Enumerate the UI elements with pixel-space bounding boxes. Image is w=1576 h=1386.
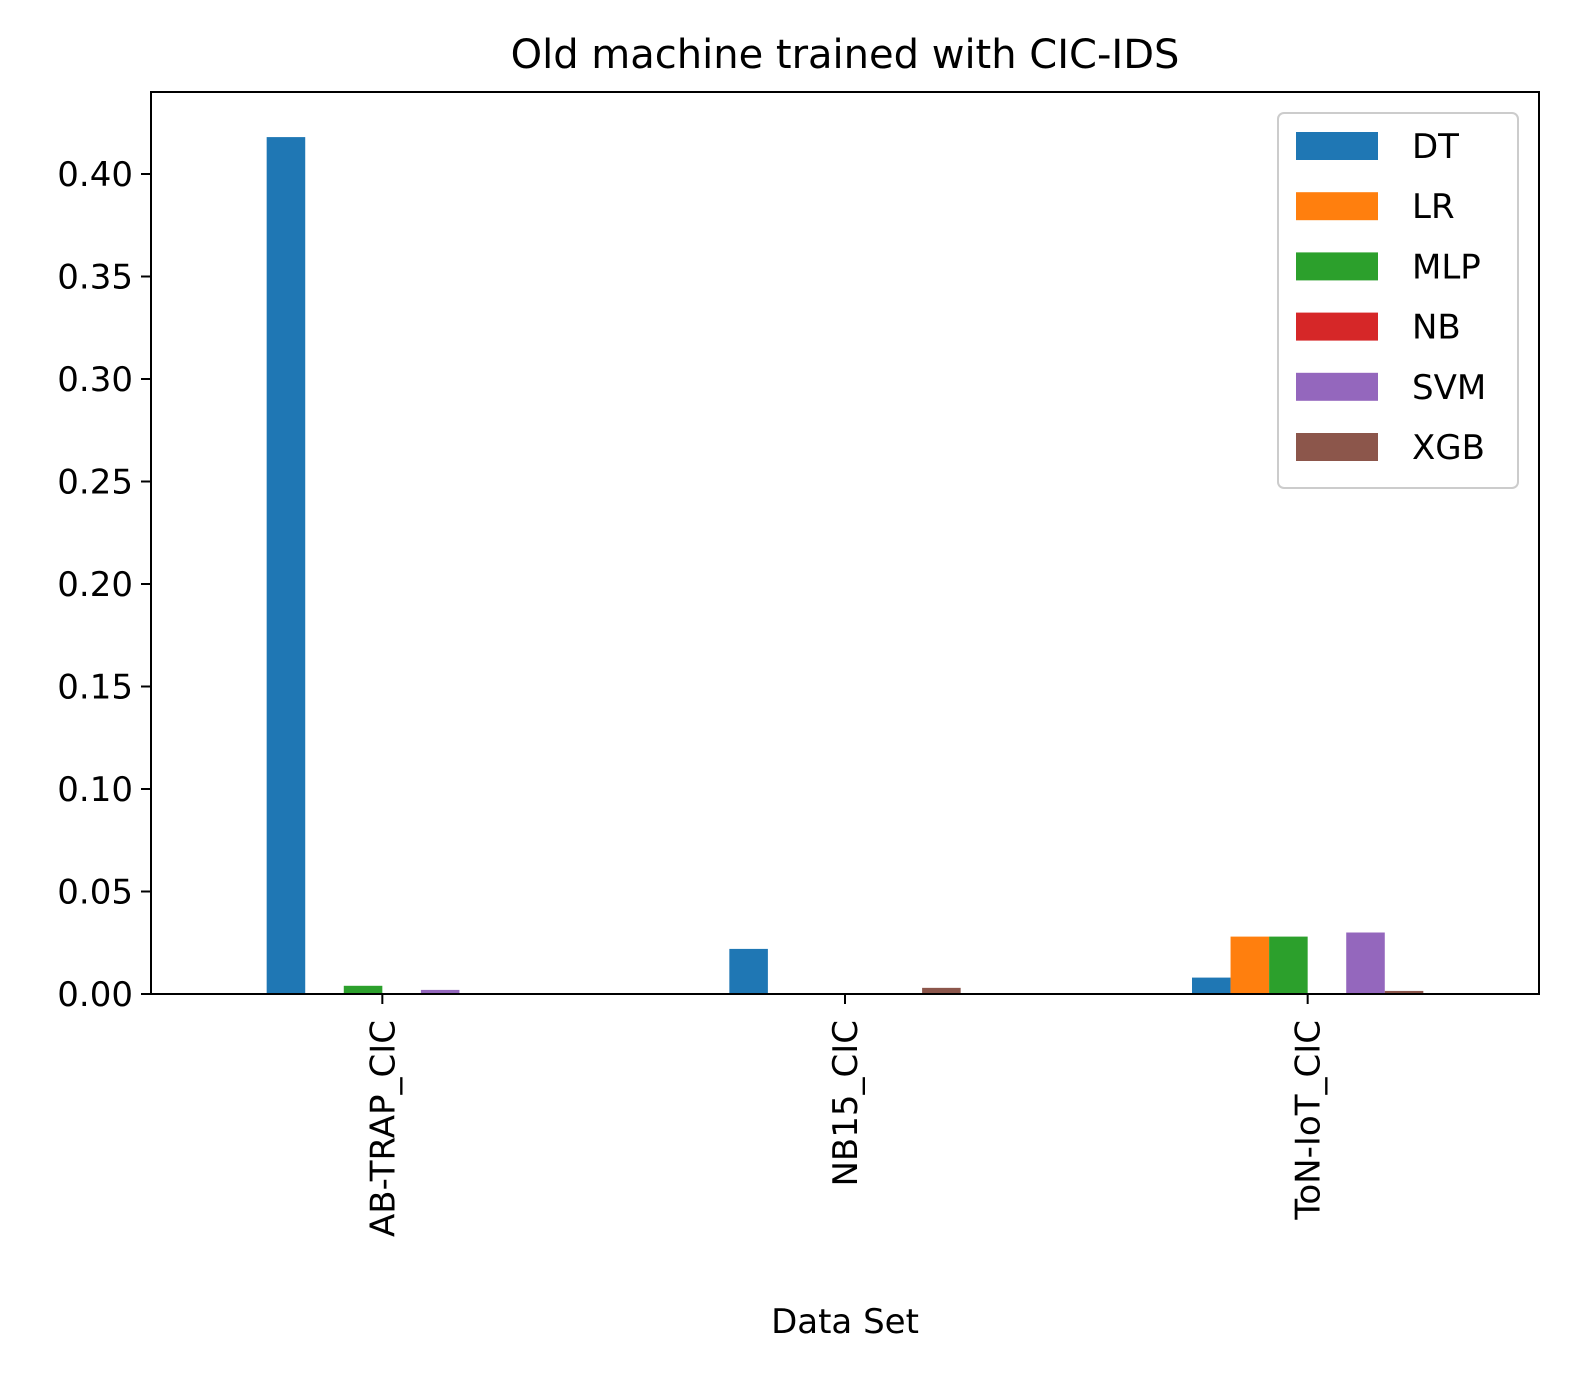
legend-label: SVM: [1412, 368, 1486, 408]
legend: DT LR MLP NB SVM XGB: [1277, 112, 1519, 489]
y-tick-label: 0.25: [57, 463, 133, 503]
bar-dt-2: [1192, 977, 1231, 994]
bar-mlp-2: [1269, 936, 1308, 994]
x-tick-label: AB-TRAP_CIC: [363, 1020, 403, 1237]
bar-lr-2: [1230, 936, 1270, 994]
legend-label: MLP: [1412, 247, 1481, 287]
bar-svm-0: [420, 989, 460, 994]
y-tick-label: 0.05: [57, 873, 133, 913]
legend-swatch-xgb: [1296, 433, 1378, 461]
legend-label: DT: [1412, 127, 1459, 167]
x-tick-label: ToN-IoT_CIC: [1289, 1020, 1329, 1221]
x-tick-label: NB15_CIC: [826, 1020, 866, 1187]
legend-swatch-lr: [1296, 192, 1378, 221]
y-tick-label: 0.15: [57, 668, 133, 708]
legend-swatch-svm: [1296, 372, 1378, 401]
bar-dt-1: [729, 948, 768, 994]
y-tick-label: 0.35: [57, 258, 133, 298]
y-tick-label: 0.20: [57, 565, 133, 605]
legend-label: LR: [1412, 187, 1455, 227]
legend-swatch-dt: [1296, 132, 1378, 160]
legend-label: XGB: [1412, 428, 1485, 468]
legend-label: NB: [1412, 308, 1461, 348]
x-axis-label: Data Set: [771, 1302, 919, 1342]
y-axis: 0.00 0.05 0.10 0.15 0.20 0.25 0.30 0.35 0.40: [57, 155, 151, 1015]
bars-layer: [266, 137, 1424, 995]
legend-swatch-nb: [1296, 312, 1378, 341]
y-tick-label: 0.10: [57, 770, 133, 810]
bar-dt-0: [266, 137, 306, 995]
y-tick-label: 0.00: [57, 975, 133, 1015]
x-axis: AB-TRAP_CIC NB15_CIC ToN-IoT_CIC: [363, 994, 1329, 1237]
bar-svm-2: [1346, 932, 1385, 994]
bar-xgb-1: [922, 987, 961, 994]
legend-swatch-mlp: [1296, 252, 1378, 281]
y-tick-label: 0.30: [57, 360, 133, 400]
bar-mlp-0: [343, 985, 383, 994]
chart-title: Old machine trained with CIC-IDS: [511, 32, 1180, 78]
y-tick-label: 0.40: [57, 155, 133, 195]
bar-xgb-2: [1384, 990, 1424, 994]
